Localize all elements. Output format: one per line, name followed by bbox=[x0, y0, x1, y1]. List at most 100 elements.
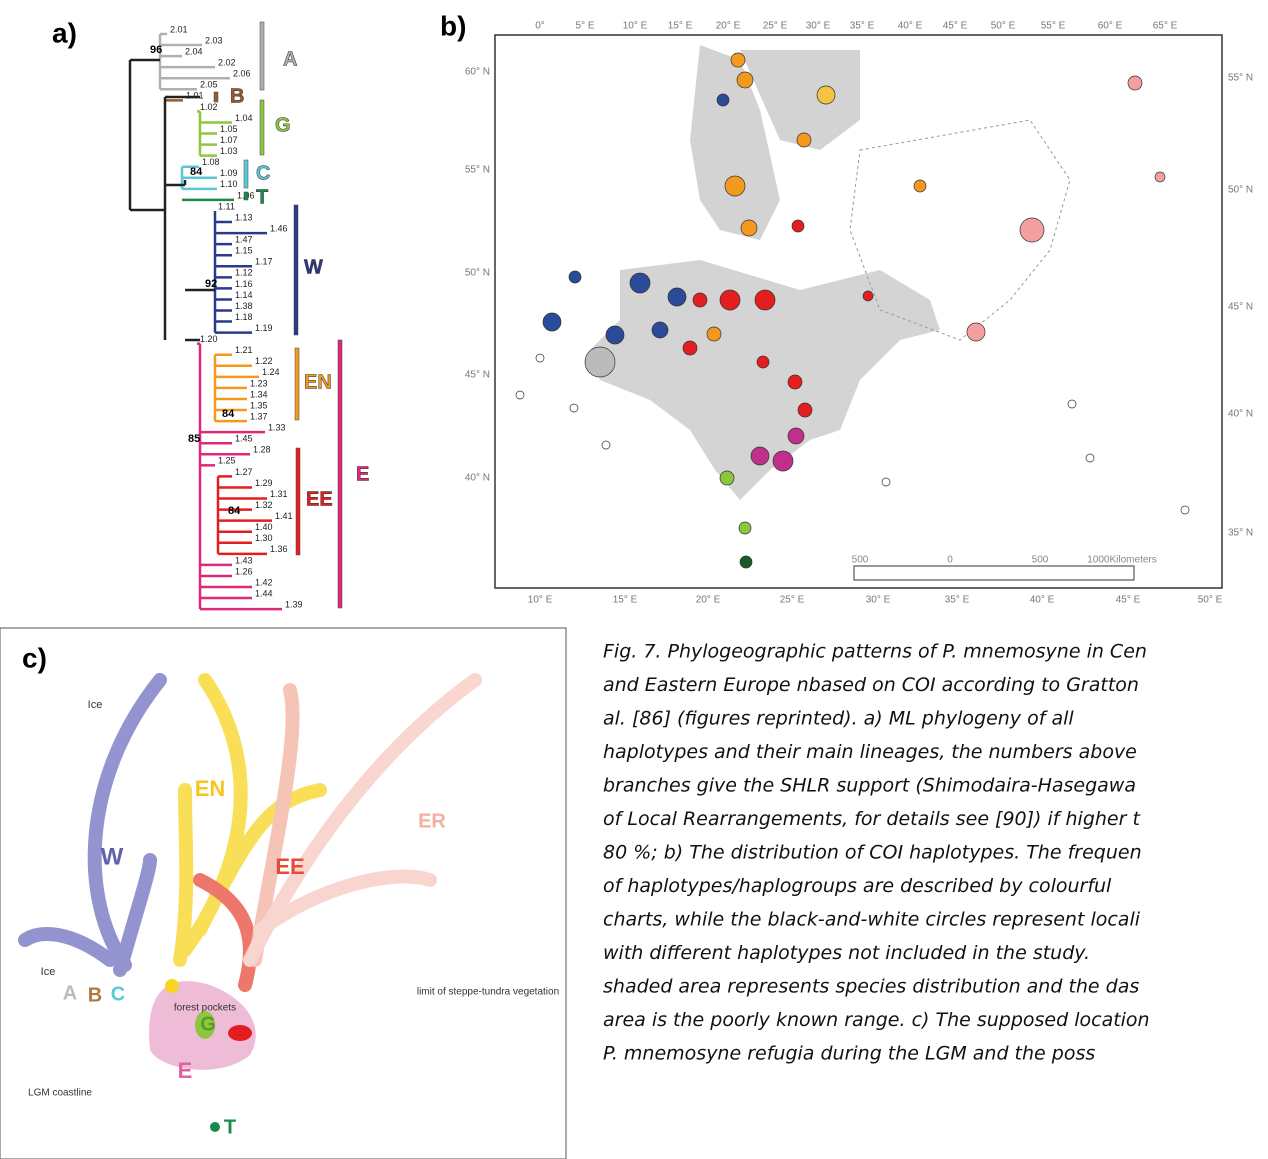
tip-label: 1.13 bbox=[235, 212, 253, 222]
caption-line: 80 %; b) The distribution of COI haploty… bbox=[603, 842, 1142, 864]
clade-label: E bbox=[356, 463, 369, 485]
tip-label: 1.16 bbox=[235, 279, 253, 289]
clade-bar bbox=[214, 92, 218, 102]
tip-label: 1.07 bbox=[220, 135, 238, 145]
tip-label: 1.05 bbox=[220, 124, 238, 134]
panel-c-label: EN bbox=[195, 776, 226, 801]
tip-label: 1.08 bbox=[202, 157, 220, 167]
caption-line: al. [86] (figures reprinted). a) ML phyl… bbox=[603, 708, 1074, 730]
tip-label: 1.42 bbox=[255, 577, 273, 587]
map-bottom-label: 20° E bbox=[696, 595, 721, 606]
map-right-label: 35° N bbox=[1228, 528, 1253, 539]
tip-label: 1.17 bbox=[255, 257, 273, 267]
map-top-label: 30° E bbox=[806, 21, 831, 32]
support-value: 84 bbox=[228, 505, 241, 517]
clade-bar bbox=[338, 340, 342, 608]
tip-label: 1.26 bbox=[235, 566, 253, 576]
panel-c-label: E bbox=[178, 1058, 193, 1083]
clade-bar bbox=[260, 100, 264, 155]
tip-label: 2.04 bbox=[185, 46, 203, 56]
caption-line: and Eastern Europe nbased on COI accordi… bbox=[603, 674, 1139, 696]
panel-label: b) bbox=[440, 10, 466, 41]
support-value: 84 bbox=[222, 408, 235, 420]
map-top-label: 45° E bbox=[943, 21, 968, 32]
tip-label: 2.01 bbox=[170, 24, 188, 34]
clade-bar bbox=[244, 192, 248, 200]
map-bottom-label: 25° E bbox=[780, 595, 805, 606]
clade-label: EE bbox=[306, 488, 333, 510]
tip-label: 1.01 bbox=[186, 91, 204, 101]
tip-label: 1.31 bbox=[270, 489, 288, 499]
tip-label: 1.36 bbox=[270, 544, 288, 554]
panel-label: c) bbox=[22, 642, 47, 673]
map-top-label: 40° E bbox=[898, 21, 923, 32]
tip-label: 1.04 bbox=[235, 113, 253, 123]
caption-line: with different haplotypes not included i… bbox=[603, 942, 1090, 964]
tip-label: 1.15 bbox=[235, 246, 253, 256]
panel-c-label: LGM coastline bbox=[28, 1088, 92, 1099]
tip-label: 2.06 bbox=[233, 69, 251, 79]
tip-label: 1.22 bbox=[255, 356, 273, 366]
panel-c-label: EE bbox=[275, 854, 304, 879]
tip-label: 1.12 bbox=[235, 268, 253, 278]
panel-c-label: forest pockets bbox=[174, 1003, 236, 1014]
map-top-label: 55° E bbox=[1041, 21, 1066, 32]
map-top-label: 0° bbox=[535, 21, 545, 32]
map-top-label: 35° E bbox=[850, 21, 875, 32]
clade-label: EN bbox=[304, 371, 332, 393]
tip-label: 1.19 bbox=[255, 323, 273, 333]
map-top-label: 5° E bbox=[575, 21, 594, 32]
scale-bar bbox=[854, 566, 1134, 580]
caption-line: of Local Rearrangements, for details see… bbox=[603, 808, 1141, 830]
map-left-label: 50° N bbox=[465, 268, 490, 279]
tip-label: 1.27 bbox=[235, 467, 253, 477]
map-top-label: 10° E bbox=[623, 21, 648, 32]
map-top-label: 65° E bbox=[1153, 21, 1178, 32]
caption-line: charts, while the black-and-white circle… bbox=[603, 909, 1141, 931]
map-top-label: 50° E bbox=[991, 21, 1016, 32]
tip-label: 1.41 bbox=[275, 511, 293, 521]
clade-label: T bbox=[256, 186, 268, 208]
map-right-label: 45° N bbox=[1228, 302, 1253, 313]
map-bottom-label: 40° E bbox=[1030, 595, 1055, 606]
tip-label: 2.03 bbox=[205, 35, 223, 45]
tip-label: 1.44 bbox=[255, 588, 273, 598]
tip-label: 1.20 bbox=[200, 334, 218, 344]
tip-label: 1.47 bbox=[235, 235, 253, 245]
clade-label: G bbox=[275, 114, 291, 136]
tip-label: 1.37 bbox=[250, 411, 268, 421]
caption-line: haplotypes and their main lineages, the … bbox=[603, 741, 1137, 763]
tip-label: 1.23 bbox=[250, 378, 268, 388]
panel-c-label: G bbox=[200, 1013, 216, 1035]
scale-label: 1000Kilometers bbox=[1087, 555, 1156, 566]
clade-bar bbox=[244, 160, 248, 188]
tip-label: 2.05 bbox=[200, 80, 218, 90]
map-bottom-label: 35° E bbox=[945, 595, 970, 606]
tip-label: 1.38 bbox=[235, 301, 253, 311]
map-top-label: 25° E bbox=[763, 21, 788, 32]
caption-line: shaded area represents species distribut… bbox=[603, 976, 1139, 998]
panel-c-label: Ice bbox=[41, 966, 56, 978]
caption-line: branches give the SHLR support (Shimodai… bbox=[603, 775, 1136, 797]
tip-label: 1.40 bbox=[255, 522, 273, 532]
map-bottom-label: 10° E bbox=[528, 595, 553, 606]
clade-label: B bbox=[230, 85, 244, 107]
tip-label: 1.02 bbox=[200, 102, 218, 112]
tip-label: 1.28 bbox=[253, 445, 271, 455]
tip-label: 1.32 bbox=[255, 500, 273, 510]
tip-label: 1.39 bbox=[285, 599, 303, 609]
map-right-label: 40° N bbox=[1228, 409, 1253, 420]
panel-c-label: A bbox=[63, 982, 77, 1004]
panel-c-label: W bbox=[101, 843, 124, 870]
tip-label: 1.33 bbox=[268, 423, 286, 433]
tip-label: 1.24 bbox=[262, 367, 280, 377]
tip-label: 1.43 bbox=[235, 555, 253, 565]
map-top-label: 20° E bbox=[716, 21, 741, 32]
clade-bar bbox=[260, 22, 264, 90]
scale-label: 0 bbox=[947, 555, 953, 566]
clade-bar bbox=[296, 448, 300, 555]
clade-label: W bbox=[304, 256, 323, 278]
map-right-label: 50° N bbox=[1228, 185, 1253, 196]
support-value: 96 bbox=[150, 44, 162, 56]
scale-label: 500 bbox=[852, 555, 869, 566]
